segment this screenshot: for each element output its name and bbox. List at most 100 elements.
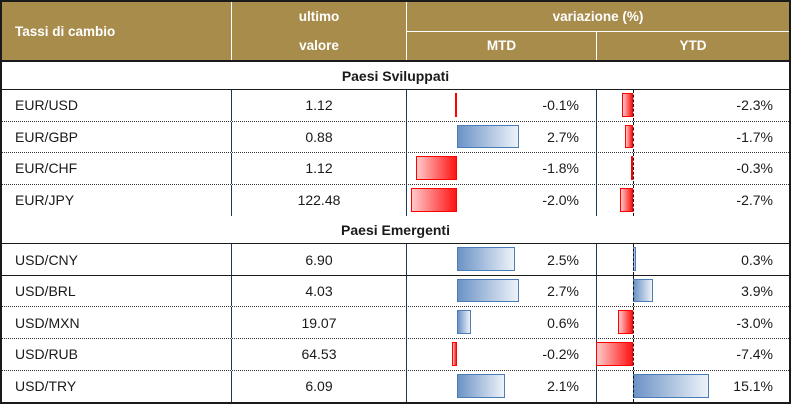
mtd-cell: -0.2% xyxy=(407,338,597,370)
ytd-cell: 0.3% xyxy=(597,244,789,275)
last-value-cell: 1.12 xyxy=(232,153,407,184)
currency-pair-cell: USD/TRY xyxy=(2,370,232,403)
ytd-cell: -0.3% xyxy=(597,153,789,184)
ytd-percent: -0.3% xyxy=(736,160,773,177)
currency-pair-cell: USD/MXN xyxy=(2,307,232,338)
table-row: USD/MXN 19.07 0.6% -3.0% xyxy=(2,307,789,339)
ytd-cell: -3.0% xyxy=(597,307,789,338)
header-variation-group: variazione (%) MTD YTD xyxy=(407,2,789,60)
last-value: 4.03 xyxy=(305,283,333,300)
currency-pair-cell: EUR/CHF xyxy=(2,153,232,184)
ytd-zero-axis-line xyxy=(633,184,634,217)
mtd-data-bar xyxy=(411,187,457,213)
mtd-cell: -2.0% xyxy=(407,184,597,217)
ytd-zero-axis-line xyxy=(633,153,634,184)
ytd-percent: -2.7% xyxy=(736,192,773,209)
last-value: 19.07 xyxy=(301,314,337,331)
table-row: USD/CNY 6.90 2.5% 0.3% xyxy=(2,244,789,276)
ytd-percent: 15.1% xyxy=(733,378,773,395)
last-value-cell: 4.03 xyxy=(232,275,407,307)
header-value-line2: valore xyxy=(299,38,339,53)
ytd-percent: -3.0% xyxy=(736,314,773,331)
mtd-percent: 2.7% xyxy=(547,128,579,145)
mtd-percent: -0.1% xyxy=(542,97,579,114)
mtd-data-bar xyxy=(457,124,520,149)
last-value-cell: 0.88 xyxy=(232,121,407,153)
ytd-data-bar xyxy=(619,187,633,213)
currency-pair-label: EUR/USD xyxy=(15,97,79,114)
mtd-data-bar xyxy=(457,278,520,303)
currency-pair-cell: EUR/JPY xyxy=(2,184,232,217)
table-row: USD/RUB 64.53 -0.2% -7.4% xyxy=(2,338,789,371)
table-row: EUR/CHF 1.12 -1.8% -0.3% xyxy=(2,153,789,185)
header-ytd-label: YTD xyxy=(679,38,707,54)
last-value-cell: 6.09 xyxy=(232,370,407,403)
ytd-cell: 15.1% xyxy=(597,370,789,403)
ytd-zero-axis-line xyxy=(633,275,634,307)
mtd-percent: -2.0% xyxy=(542,192,579,209)
ytd-zero-axis-line xyxy=(633,370,634,403)
currency-pair-cell: EUR/GBP xyxy=(2,121,232,153)
last-value: 6.90 xyxy=(305,251,333,268)
header-title-cell: Tassi di cambio xyxy=(2,2,232,60)
ytd-data-bar xyxy=(618,310,633,334)
section-title: Paesi Emergenti xyxy=(341,221,450,238)
table-header: Tassi di cambio ultimo valore variazione… xyxy=(2,2,789,62)
mtd-data-bar xyxy=(454,93,457,117)
ytd-percent: -7.4% xyxy=(736,346,773,363)
section-header-row: Paesi Emergenti xyxy=(2,216,789,245)
mtd-data-bar xyxy=(457,247,515,271)
ytd-zero-axis-line xyxy=(633,90,634,121)
mtd-percent: 2.5% xyxy=(547,251,579,268)
table-row: EUR/JPY 122.48 -2.0% -2.7% xyxy=(2,184,789,217)
ytd-cell: -1.7% xyxy=(597,121,789,153)
currency-pair-label: EUR/GBP xyxy=(15,128,79,145)
mtd-percent: 0.6% xyxy=(547,314,579,331)
ytd-zero-axis-line xyxy=(633,338,634,370)
ytd-zero-axis-line xyxy=(633,307,634,338)
ytd-zero-axis-line xyxy=(633,121,634,153)
last-value: 0.88 xyxy=(305,128,333,145)
currency-pair-label: USD/CNY xyxy=(15,251,79,268)
mtd-data-bar xyxy=(457,310,471,334)
ytd-percent: 3.9% xyxy=(741,283,773,300)
last-value-cell: 1.12 xyxy=(232,90,407,121)
header-value-cell: ultimo valore xyxy=(232,2,407,60)
currency-pair-cell: USD/BRL xyxy=(2,275,232,307)
ytd-cell: -7.4% xyxy=(596,338,789,370)
last-value-cell: 64.53 xyxy=(232,338,407,370)
ytd-percent: -1.7% xyxy=(736,128,773,145)
section-title: Paesi Sviluppati xyxy=(341,67,450,84)
table-row: EUR/USD 1.12 -0.1% -2.3% xyxy=(2,90,789,122)
table-row: EUR/GBP 0.88 2.7% -1.7% xyxy=(2,121,789,154)
mtd-data-bar xyxy=(452,341,457,366)
last-value-cell: 19.07 xyxy=(232,307,407,338)
ytd-data-bar xyxy=(633,278,653,303)
mtd-cell: 2.7% xyxy=(407,121,597,153)
mtd-data-bar xyxy=(415,156,457,180)
ytd-data-bar xyxy=(624,124,633,149)
mtd-cell: 2.7% xyxy=(407,275,597,307)
header-mtd-label: MTD xyxy=(407,31,597,60)
currency-pair-label: USD/RUB xyxy=(15,346,79,363)
currency-pair-label: USD/TRY xyxy=(15,378,77,395)
ytd-percent: -2.3% xyxy=(736,97,773,114)
ytd-percent: 0.3% xyxy=(741,251,773,268)
ytd-data-bar xyxy=(630,156,633,180)
mtd-cell: -1.8% xyxy=(407,153,597,184)
header-variation-label: variazione (%) xyxy=(407,2,789,32)
currency-pair-label: USD/MXN xyxy=(15,314,80,331)
mtd-cell: 0.6% xyxy=(407,307,597,338)
last-value: 1.12 xyxy=(305,97,333,114)
last-value: 64.53 xyxy=(301,346,337,363)
table-row: USD/TRY 6.09 2.1% 15.1% xyxy=(2,370,789,403)
section-header-row: Paesi Sviluppati xyxy=(2,62,789,90)
currency-pair-cell: USD/RUB xyxy=(2,338,232,370)
ytd-zero-axis-line xyxy=(633,244,634,275)
last-value: 122.48 xyxy=(297,192,341,209)
mtd-cell: 2.1% xyxy=(407,370,597,403)
mtd-percent: -0.2% xyxy=(542,346,579,363)
page-title: Tassi di cambio xyxy=(15,23,116,39)
ytd-cell: 3.9% xyxy=(597,275,789,307)
